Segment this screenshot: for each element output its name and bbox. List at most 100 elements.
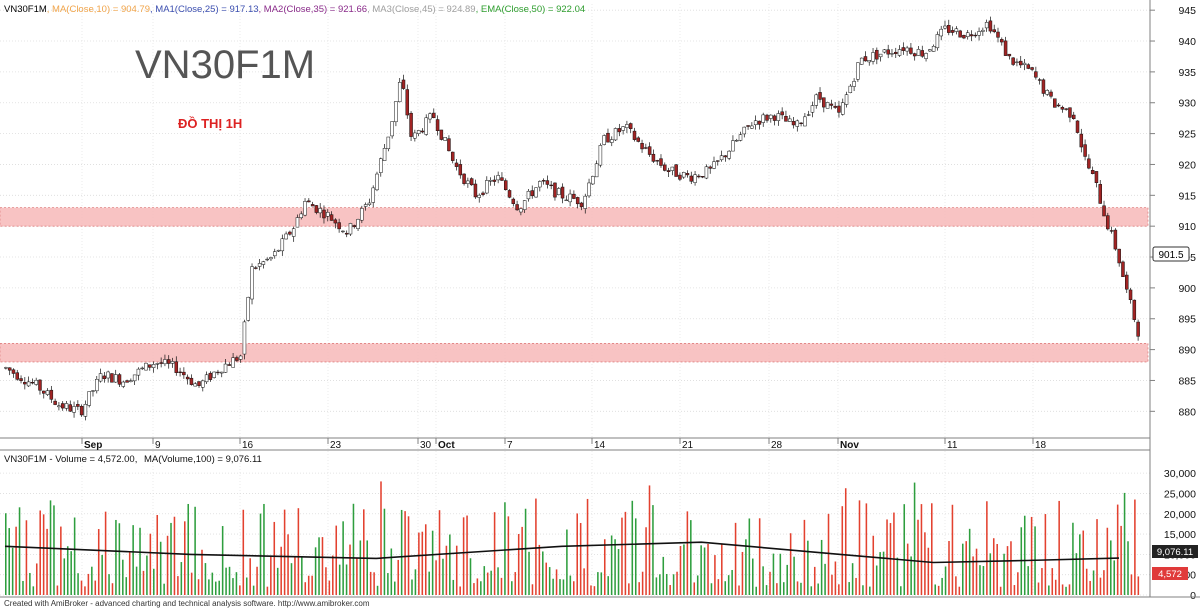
- candle-body: [450, 151, 455, 161]
- volume-bar: [190, 572, 193, 595]
- volume-bar: [906, 543, 909, 595]
- volume-bar: [18, 507, 21, 595]
- candle-body: [136, 368, 141, 376]
- candle-body: [79, 405, 84, 416]
- volume-bar: [462, 517, 465, 595]
- volume-bar: [621, 517, 623, 595]
- date-tick-label: Nov: [840, 440, 859, 451]
- volume-bar: [366, 540, 369, 595]
- candle-body: [76, 404, 80, 407]
- candle-body: [337, 222, 341, 230]
- volume-bar: [707, 543, 709, 595]
- candle-body: [553, 182, 557, 198]
- candle-body: [356, 219, 360, 229]
- volume-bar: [29, 572, 31, 595]
- volume-bar: [118, 523, 121, 595]
- volume-bar: [917, 519, 919, 595]
- price-tick-label: 925: [1178, 129, 1196, 141]
- candle-body: [712, 161, 716, 169]
- volume-bar: [820, 539, 823, 595]
- candle-body: [939, 28, 943, 37]
- volume-bar: [25, 520, 28, 595]
- price-pane[interactable]: 8808858908959009059109159209259309359409…: [0, 0, 1196, 595]
- volume-bar: [1013, 585, 1016, 595]
- volume-bar: [683, 544, 685, 595]
- candle-body: [958, 30, 962, 38]
- candle-body: [697, 175, 701, 178]
- volume-bar: [603, 539, 606, 595]
- volume-bar: [672, 574, 675, 595]
- volume-bar: [77, 573, 79, 595]
- candle-body: [935, 34, 940, 49]
- volume-bar: [528, 551, 530, 595]
- candle-body: [227, 364, 232, 366]
- volume-bar: [108, 574, 110, 595]
- volume-bar: [879, 552, 881, 595]
- candle-body: [1075, 120, 1080, 133]
- candle-body: [148, 364, 152, 368]
- candle-body: [53, 400, 57, 405]
- volume-bar: [170, 522, 172, 595]
- volume-bar: [490, 570, 492, 595]
- candle-body: [15, 372, 19, 380]
- volume-bar: [858, 500, 861, 595]
- volume-bars: [5, 481, 1140, 595]
- volume-bar: [1003, 553, 1005, 595]
- volume-bar: [1010, 541, 1012, 595]
- volume-bar: [903, 504, 906, 595]
- volume-bar: [122, 559, 124, 595]
- candle-body: [280, 238, 285, 252]
- volume-bar: [455, 545, 458, 595]
- candle-body: [833, 105, 837, 108]
- candle-body: [326, 212, 330, 217]
- volume-bar: [218, 580, 220, 595]
- volume-bar: [228, 566, 231, 595]
- volume-bar: [256, 566, 258, 595]
- volume-bar: [63, 558, 66, 595]
- volume-bar: [597, 572, 599, 595]
- volume-bar: [531, 584, 534, 595]
- candle-body: [579, 202, 584, 207]
- candle-body: [238, 355, 243, 360]
- candle-body: [360, 208, 364, 221]
- volume-bar: [982, 566, 985, 595]
- candle-body: [837, 105, 841, 113]
- candle-body: [432, 112, 436, 118]
- volume-bar: [827, 513, 830, 595]
- candle-body: [628, 123, 633, 130]
- volume-bar: [480, 581, 482, 595]
- volume-bar: [979, 565, 981, 595]
- volume-grid: [0, 472, 1150, 596]
- volume-bar: [404, 511, 406, 595]
- volume-bar: [91, 566, 93, 595]
- volume-bar: [252, 585, 255, 595]
- candle-body: [1068, 107, 1072, 118]
- candle-body: [269, 257, 273, 260]
- volume-bar: [552, 578, 554, 595]
- candle-body: [151, 364, 156, 368]
- candle-body: [965, 32, 970, 37]
- volume-bar: [538, 544, 541, 595]
- volume-bar: [35, 563, 38, 595]
- volume-bar: [573, 581, 575, 595]
- candle-body: [1128, 289, 1133, 300]
- volume-bar: [70, 551, 72, 595]
- candle-body: [91, 390, 95, 392]
- volume-bar: [875, 565, 878, 595]
- volume-bar: [961, 543, 964, 595]
- volume-bar: [270, 556, 272, 595]
- volume-bar: [717, 579, 720, 595]
- candle-body: [863, 56, 868, 62]
- candle-body: [545, 180, 550, 185]
- candle-body: [507, 190, 512, 198]
- volume-bar: [335, 525, 338, 595]
- candle-body: [610, 139, 614, 143]
- support-zone: [0, 207, 1149, 227]
- volume-bar: [900, 586, 902, 595]
- volume-bar: [569, 575, 572, 595]
- candle-body: [288, 231, 292, 235]
- candle-body: [742, 126, 747, 135]
- volume-bar: [937, 585, 940, 595]
